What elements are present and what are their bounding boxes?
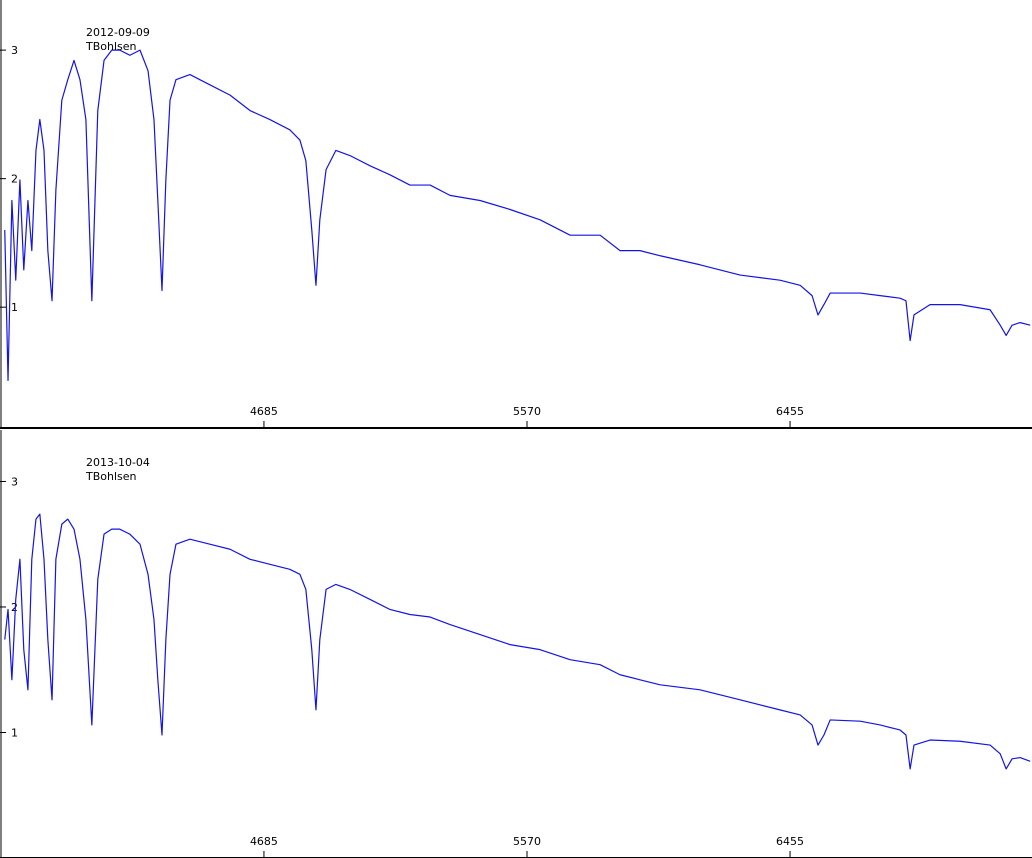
x-tick-label: 6455: [776, 405, 804, 418]
spectrum-line: [4, 49, 1031, 382]
x-tick-label: 5570: [513, 835, 541, 848]
y-tick-label: 2: [11, 601, 18, 614]
x-tick-label: 6455: [776, 835, 804, 848]
x-tick-label: 4685: [250, 835, 278, 848]
y-tick-label: 1: [11, 301, 18, 314]
annotation: TBohlsen: [85, 470, 137, 483]
y-tick-label: 3: [11, 44, 18, 57]
annotation: 2012-09-09: [86, 26, 150, 39]
y-tick-label: 2: [11, 173, 18, 186]
annotation: 2013-10-04: [86, 456, 150, 469]
x-tick-label: 4685: [250, 405, 278, 418]
y-tick-label: 3: [11, 475, 18, 488]
x-tick-label: 5570: [513, 405, 541, 418]
y-tick-label: 1: [11, 726, 18, 739]
spectrum-line: [4, 513, 1031, 770]
annotation: TBohlsen: [85, 40, 137, 53]
